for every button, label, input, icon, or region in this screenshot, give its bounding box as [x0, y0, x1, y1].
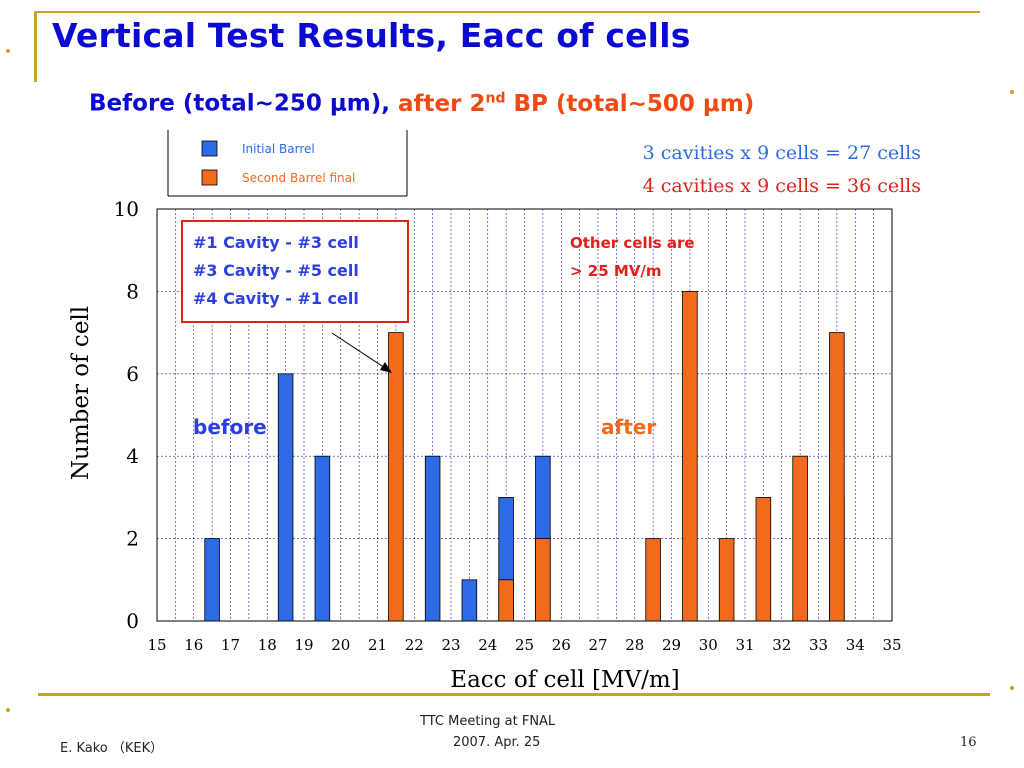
footer-event: TTC Meeting at FNAL: [420, 714, 556, 729]
bar-initial-barrel-19: [277, 373, 294, 622]
x-tick-label: 29: [662, 636, 681, 654]
y-tick-label: 6: [126, 362, 139, 386]
corner-dot: [1010, 90, 1014, 94]
bar-initial-barrel-20: [314, 455, 331, 622]
subtitle-after-post: BP (total~500 μm): [505, 90, 755, 117]
bar-second-barrel-22: [388, 332, 404, 622]
corner-dot: [6, 49, 10, 53]
bars: [204, 290, 845, 622]
title-top-rule: [34, 11, 980, 13]
subtitle-after-sup: nd: [485, 90, 506, 106]
page-number: 16: [960, 735, 977, 750]
annotation-other-cells-2: > 25 MV/m: [570, 262, 662, 280]
title-vertical-rule: [34, 12, 37, 82]
x-tick-label: 19: [294, 636, 313, 654]
slide-title: Vertical Test Results, Eacc of cells: [52, 16, 691, 55]
bar-second-barrel-34: [829, 332, 845, 622]
callout-line-1: #1 Cavity - #3 cell: [193, 233, 359, 252]
x-tick-label: 16: [184, 636, 203, 654]
callout-line-3: #4 Cavity - #1 cell: [193, 289, 359, 308]
legend-swatch-initial-barrel: [201, 140, 218, 157]
x-tick-label: 35: [882, 636, 901, 654]
callout-line-2: #3 Cavity - #5 cell: [193, 261, 359, 280]
callout-box: [181, 220, 409, 323]
footer-author: E. Kako （KEK）: [60, 741, 164, 756]
x-tick-label: 24: [478, 636, 497, 654]
bar-second-barrel-25: [498, 579, 514, 622]
footer-rule: [38, 693, 990, 696]
x-tick-label: 25: [515, 636, 534, 654]
x-tick-label: 15: [147, 636, 166, 654]
bar-second-barrel-32: [755, 496, 772, 622]
bar-second-barrel-33: [792, 455, 808, 622]
callout-arrow: [331, 332, 392, 373]
y-tick-label: 0: [126, 609, 139, 633]
bar-second-barrel-29: [645, 538, 661, 622]
x-tick-label: 27: [588, 636, 607, 654]
x-tick-label: 34: [846, 636, 865, 654]
legend-label-second-barrel: Second Barrel final: [242, 171, 355, 185]
annotation-after: after: [601, 415, 656, 439]
y-tick-label: 10: [114, 197, 139, 221]
tick-labels: 15 16 17 18 19 20 21 22 23 24 25 26 27 28 29 30 31 32 33 34…: [114, 197, 902, 654]
x-axis-label: Eacc of cell [MV/m]: [450, 667, 679, 693]
x-tick-label: 20: [331, 636, 350, 654]
legend: Initial Barrel Second Barrel final: [167, 130, 408, 197]
subtitle-before: Before (total~250 μm),: [89, 90, 399, 117]
bar-second-barrel-26: [535, 538, 551, 622]
annotation-cavities-before: 3 cavities x 9 cells = 27 cells: [643, 142, 921, 164]
y-tick-label: 2: [126, 527, 139, 551]
x-tick-label: 17: [221, 636, 240, 654]
bar-initial-barrel-17: [204, 538, 220, 622]
x-tick-label: 22: [405, 636, 424, 654]
corner-dot: [6, 708, 10, 712]
annotation-before: before: [193, 415, 267, 439]
legend-swatch-second-barrel: [201, 169, 218, 186]
bar-second-barrel-30: [682, 290, 698, 622]
subtitle-after: after 2nd BP (total~500 μm): [398, 90, 755, 117]
bar-second-barrel-31: [718, 538, 735, 622]
bar-initial-barrel-24: [461, 579, 478, 622]
corner-dot: [1010, 686, 1014, 690]
x-tick-label: 33: [809, 636, 828, 654]
x-tick-label: 32: [772, 636, 791, 654]
slide-subtitle: Before (total~250 μm), after 2nd BP (tot…: [89, 90, 754, 117]
x-tick-label: 26: [552, 636, 571, 654]
bar-initial-barrel-23: [424, 455, 441, 622]
x-tick-label: 18: [258, 636, 277, 654]
y-axis-label: Number of cell: [68, 306, 94, 480]
x-tick-label: 21: [368, 636, 387, 654]
legend-label-initial-barrel: Initial Barrel: [242, 142, 315, 156]
subtitle-after-pre: after 2: [398, 90, 486, 117]
x-tick-label: 28: [625, 636, 644, 654]
annotation-cavities-after: 4 cavities x 9 cells = 36 cells: [643, 175, 921, 197]
footer-date: 2007. Apr. 25: [453, 735, 541, 750]
x-tick-label: 31: [735, 636, 754, 654]
annotation-other-cells-1: Other cells are: [570, 234, 695, 252]
y-tick-label: 8: [126, 279, 139, 303]
x-tick-label: 23: [441, 636, 460, 654]
x-tick-label: 30: [699, 636, 718, 654]
y-tick-label: 4: [126, 444, 139, 468]
